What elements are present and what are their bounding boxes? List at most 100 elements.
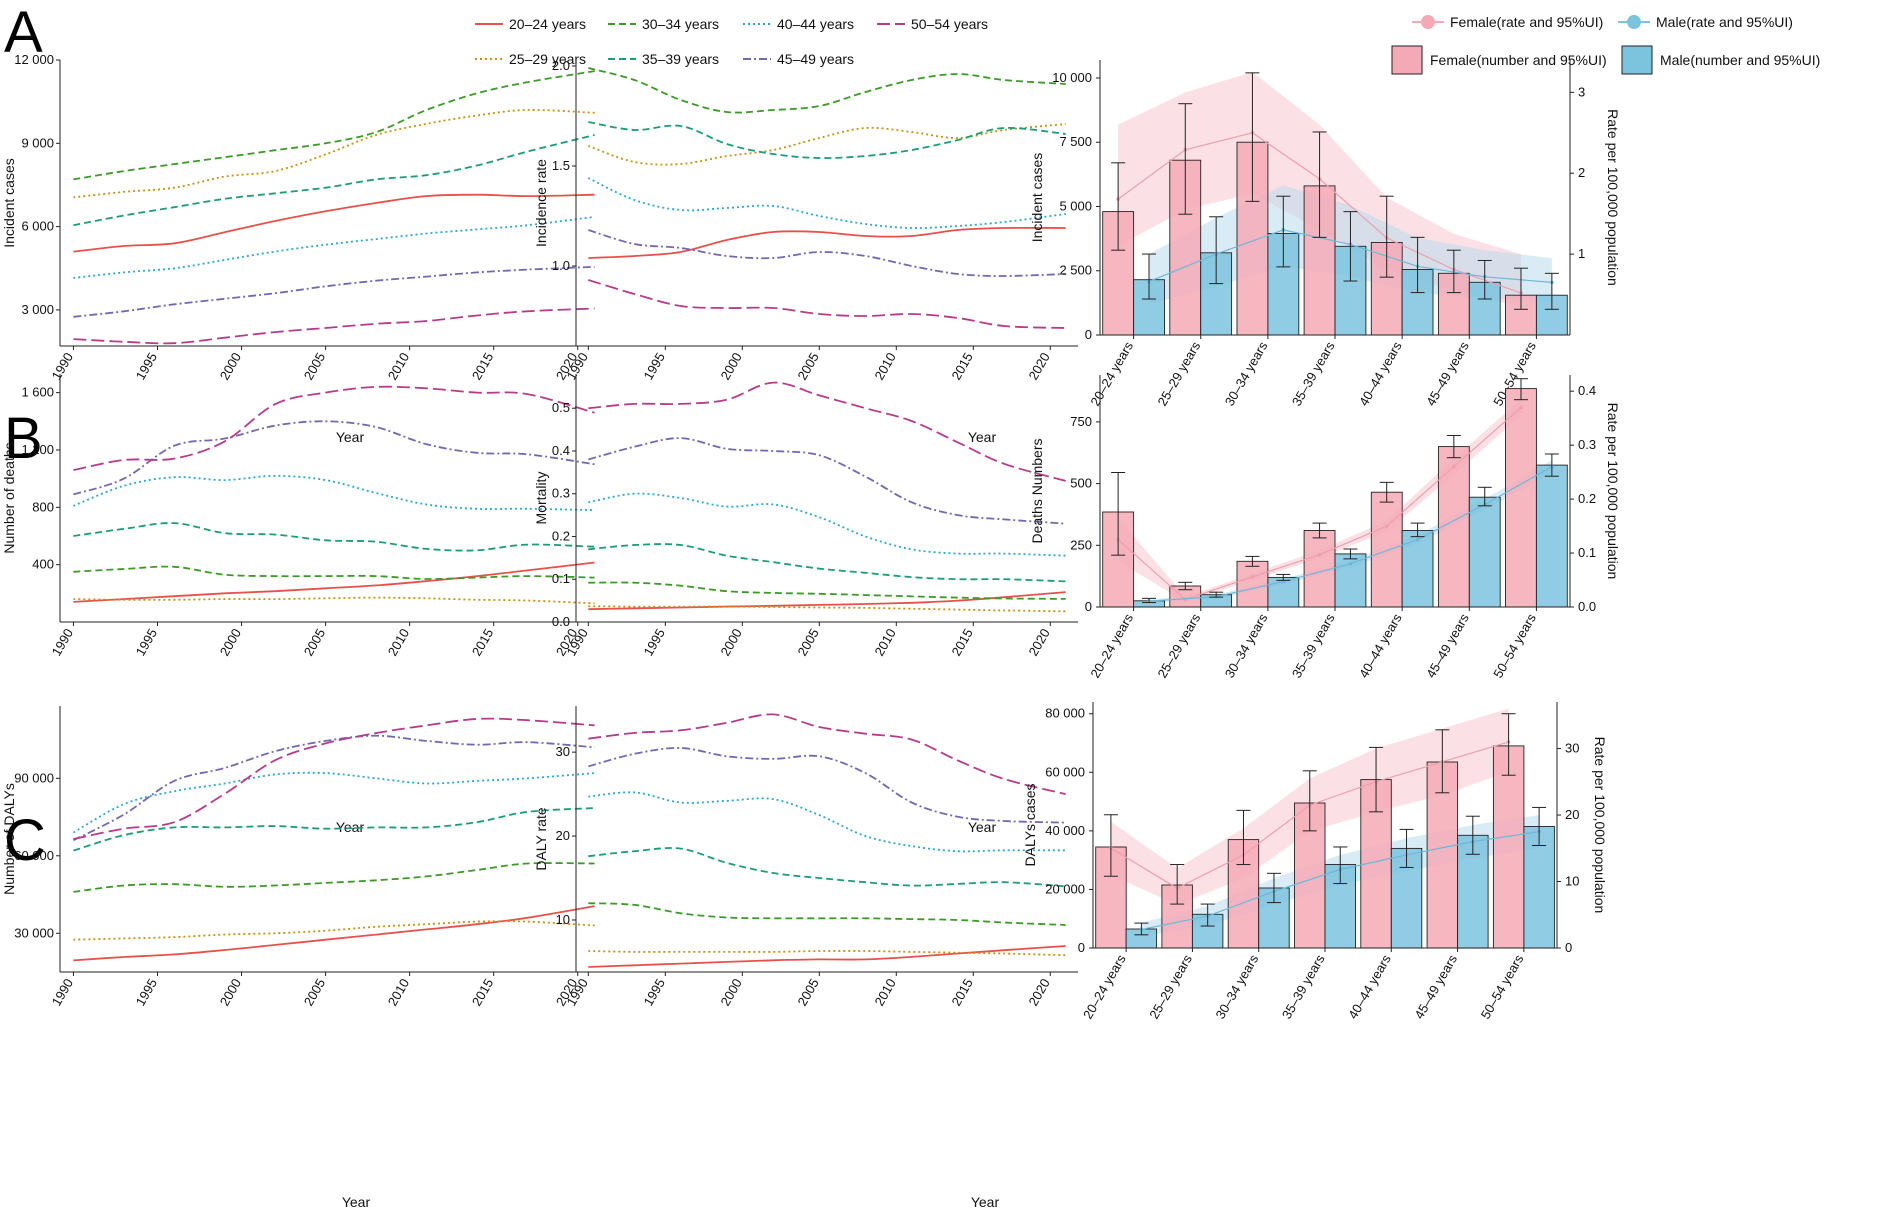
y-tick-label: 1 200 — [21, 442, 54, 457]
x-tick-label: 20–24 years — [1087, 611, 1136, 681]
x-axis-title: Year — [968, 819, 997, 835]
series-line-20-24 — [73, 561, 595, 603]
female-rate-ribbon — [1118, 399, 1521, 603]
x-axis-title: Year — [336, 819, 365, 835]
series-line-50-54 — [73, 307, 595, 345]
y-tick-label: 800 — [32, 499, 54, 514]
x-tick-label: 2000 — [717, 976, 744, 1009]
series-line-40-44 — [588, 791, 1066, 853]
female-bar — [1370, 491, 1403, 608]
series-line-30-34 — [73, 70, 595, 181]
y-tick-label: 30 — [556, 744, 570, 759]
y-tick-label: 7 500 — [1059, 134, 1092, 149]
series-line-45-49 — [72, 734, 595, 842]
series-line-30-34 — [588, 67, 1066, 114]
x-tick-label: 2010 — [871, 350, 898, 383]
legend-female-rate-dot — [1421, 15, 1435, 29]
x-tick-label: 45–49 years — [1423, 339, 1472, 409]
y-axis-title: Incident cases — [1, 158, 17, 248]
line-legend: 20–24 years 25–29 years 30–34 years 35–39 y… — [475, 16, 988, 67]
y2-axis-title: Rate per 100,000 population — [1592, 737, 1608, 914]
series-line-25-29 — [73, 109, 595, 199]
y2-tick-label: 2 — [1578, 165, 1585, 180]
chart-c-right: 0 20 000 40 000 60 000 80 000 0 10 20 30 20–24 ye… — [1022, 702, 1608, 1021]
y-tick-label: 250 — [1070, 537, 1092, 552]
series-line-25-29 — [588, 950, 1066, 957]
series-line-35-39 — [588, 847, 1066, 888]
x-tick-label: 30–34 years — [1222, 611, 1271, 681]
legend-female-number-swatch — [1391, 45, 1423, 75]
y-tick-label: 0.0 — [552, 614, 570, 629]
legend-line-label: 35–39 years — [642, 51, 719, 67]
y2-axis-title: Rate per 100,000 population — [1605, 403, 1621, 580]
x-tick-label: 2015 — [948, 976, 975, 1009]
x-tick-label: 1990 — [49, 626, 76, 659]
series-line-35-39 — [588, 543, 1066, 583]
x-tick-label: 2005 — [794, 626, 821, 659]
x-tick-label: 40–44 years — [1345, 952, 1394, 1022]
y2-axis-title: Rate per 100,000 population — [1605, 109, 1621, 286]
y2-tick-label: 20 — [1565, 807, 1579, 822]
y-tick-label: 0 — [1085, 599, 1092, 614]
female-bar — [1492, 745, 1525, 949]
series-line-40-44 — [72, 771, 595, 834]
y-tick-label: 0 — [1085, 327, 1092, 342]
x-tick-label: 40–44 years — [1356, 339, 1405, 409]
legend-line-label: 20–24 years — [509, 16, 586, 32]
series-line-30-34 — [588, 902, 1066, 926]
female-rate-point — [1452, 464, 1456, 469]
series-line-20-24 — [588, 226, 1066, 259]
chart-a-right: 0 2 500 5 000 7 500 10 000 1 2 3 20–24 years 25–2… — [1029, 60, 1621, 408]
chart-a-left: 3 000 6 000 9 000 12 000 1990 1995 2000 2005 201… — [1, 52, 608, 445]
x-tick-label: 50–54 years — [1490, 611, 1539, 681]
x-tick-label: 1995 — [133, 626, 160, 659]
y-tick-label: 1.5 — [552, 158, 570, 173]
series-line-50-54 — [588, 381, 1066, 482]
male-bar — [1468, 496, 1501, 608]
x-tick-label: 2015 — [469, 626, 496, 659]
series-line-35-39 — [73, 522, 595, 552]
y-tick-label: 40 000 — [1045, 823, 1085, 838]
y-tick-label: 2 500 — [1059, 263, 1092, 278]
series-line-35-39 — [73, 134, 595, 227]
y-axis-title: DALYs cases — [1022, 784, 1038, 867]
y-axis-title: Mortality — [533, 472, 549, 525]
y-tick-label: 1 600 — [21, 385, 54, 400]
y-axis-title: Incident cases — [1029, 153, 1045, 243]
legend-male-number-label: Male(number and 95%UI) — [1660, 52, 1820, 68]
y-axis-title: Incidence rate — [533, 159, 549, 247]
legend-line-label: 25–29 years — [509, 51, 586, 67]
female-rate-point — [1384, 524, 1389, 528]
x-tick-label: 2015 — [948, 626, 975, 659]
y-tick-label: 5 000 — [1059, 198, 1092, 213]
legend-line-label: 45–49 years — [777, 51, 854, 67]
series-line-30-34 — [73, 862, 595, 893]
legend-male-number-swatch — [1621, 45, 1653, 75]
series-line-45-49 — [73, 266, 595, 318]
y-tick-label: 400 — [32, 557, 54, 572]
y-tick-label: 0.3 — [552, 486, 570, 501]
y-tick-label: 30 000 — [14, 925, 54, 940]
female-rate-point — [1519, 405, 1523, 410]
y2-tick-label: 0.3 — [1578, 437, 1596, 452]
y-tick-label: 500 — [1070, 476, 1092, 491]
x-tick-label: 2000 — [717, 350, 744, 383]
y-tick-label: 60 000 — [1045, 764, 1085, 779]
x-tick-label: 2000 — [217, 626, 244, 659]
x-tick-label: 2015 — [469, 976, 496, 1009]
x-tick-label: 2000 — [217, 976, 244, 1009]
x-tick-label: 2010 — [385, 976, 412, 1009]
series-line-45-49 — [588, 747, 1066, 824]
chart-b-left: 400 800 1 200 1 600 1990 1995 2000 2005 2010 2015… — [1, 374, 608, 835]
x-tick-label: 2010 — [871, 976, 898, 1009]
x-tick-label: 20–24 years — [1087, 339, 1136, 409]
y-tick-label: 1.0 — [552, 258, 570, 273]
y2-tick-label: 1 — [1578, 246, 1585, 261]
x-tick-label: 25–29 years — [1155, 339, 1204, 409]
x-tick-label: 2020 — [1025, 350, 1052, 383]
